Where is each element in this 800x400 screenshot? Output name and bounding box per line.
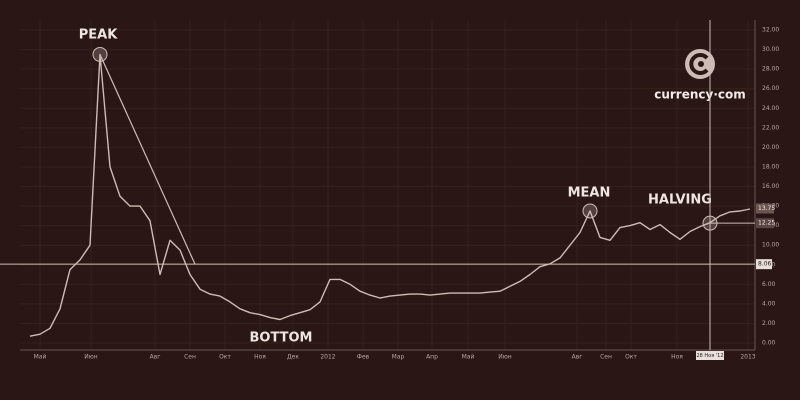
annotation: MEAN — [568, 186, 611, 201]
logo-c — [689, 53, 709, 75]
crosshair-x-label-bg — [696, 351, 724, 360]
x-tick-label: Сен — [600, 354, 612, 361]
last-value-label: 13.75 — [758, 205, 775, 212]
crosshair-y-label: 12.25 — [758, 220, 775, 227]
x-tick-label: Окт — [219, 354, 231, 361]
x-tick-label: Сен — [184, 354, 196, 361]
y-tick-label: 28.00 — [762, 66, 779, 73]
x-tick-label: Июн — [84, 354, 98, 361]
y-tick-label: 20.00 — [762, 144, 779, 151]
x-tick-label: 2013 — [740, 354, 755, 361]
y-tick-label: 0.00 — [762, 340, 776, 347]
brand-logo: currency·com — [654, 49, 746, 102]
x-tick-label: Ноя — [254, 354, 266, 361]
x-tick-label: Июн — [498, 354, 512, 361]
level-label-bg — [756, 259, 772, 270]
y-tick-label: 2.00 — [762, 320, 776, 327]
x-tick-label: Дек — [287, 354, 299, 361]
level-label: 8.06 — [758, 261, 772, 268]
y-tick-label: 4.00 — [762, 300, 776, 307]
x-tick-label: 2012 — [320, 354, 335, 361]
last-value-bg — [756, 203, 774, 214]
plot — [20, 20, 755, 350]
y-tick-label: 18.00 — [762, 163, 779, 170]
annotation: BOTTOM — [250, 331, 313, 346]
x-tick-label: Май — [462, 354, 475, 361]
x-tick-label: Апр — [426, 354, 438, 361]
price-line — [29, 53, 751, 337]
crosshair-y-label-bg — [756, 218, 774, 229]
y-tick-label: 32.00 — [762, 27, 779, 34]
y-tick-label: 30.00 — [762, 46, 779, 53]
annotation: PEAK — [79, 28, 118, 43]
mean-circle — [582, 203, 598, 219]
y-tick-label: 6.00 — [762, 281, 776, 288]
x-tick-label: Ноя — [671, 354, 683, 361]
peak-circle — [92, 46, 108, 62]
x-tick-label: Авг — [572, 354, 583, 361]
y-tick-label: 16.00 — [762, 183, 779, 190]
crosshair-x-label: 28 Ноя '12 — [696, 353, 723, 359]
x-tick-label: Май — [34, 354, 47, 361]
halving-circle — [702, 215, 718, 231]
brand-name: currency·com — [654, 88, 746, 102]
x-tick-label: Авг — [150, 354, 161, 361]
x-tick-label: Мар — [392, 354, 405, 361]
x-tick-label: Окт — [625, 354, 637, 361]
annotation: HALVING — [648, 193, 712, 208]
y-tick-label: 22.00 — [762, 124, 779, 131]
logo-dot — [698, 61, 704, 67]
y-tick-label: 10.00 — [762, 242, 779, 249]
y-tick-label: 26.00 — [762, 85, 779, 92]
x-tick-label: Фев — [357, 354, 370, 361]
y-tick-label: 24.00 — [762, 105, 779, 112]
trend-line — [99, 54, 196, 265]
